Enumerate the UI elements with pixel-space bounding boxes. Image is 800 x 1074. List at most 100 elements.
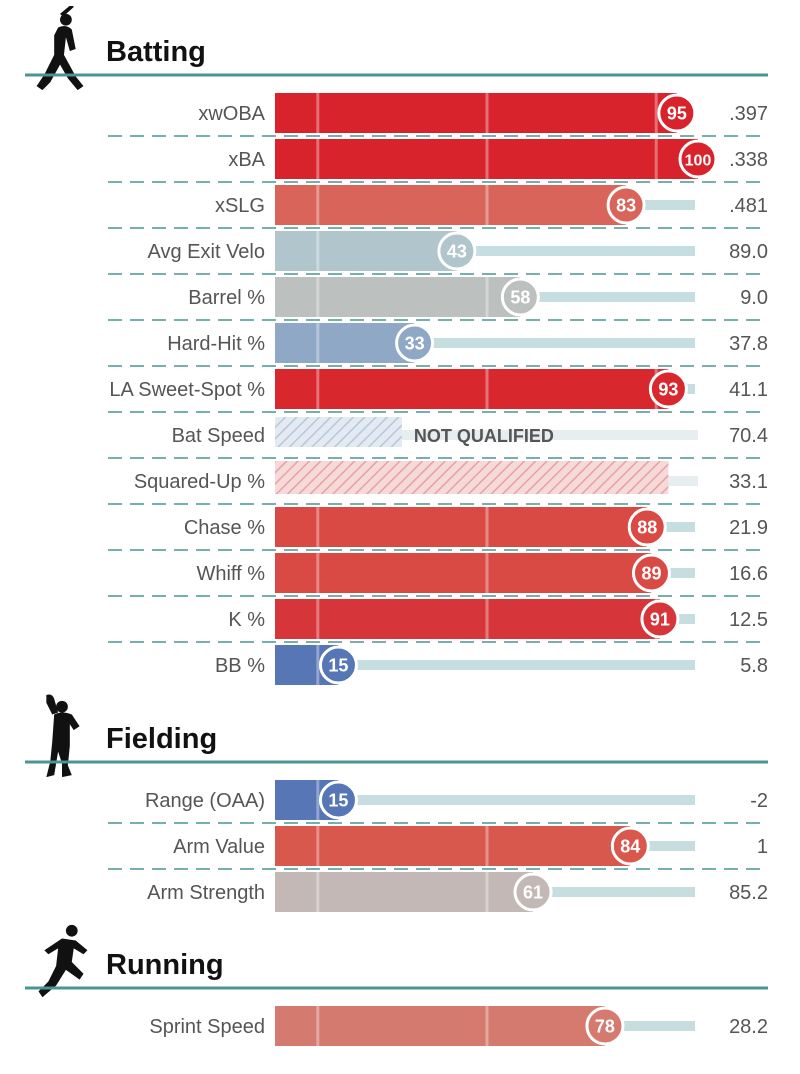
metric-value: .481 (729, 195, 768, 217)
track-end-mark (695, 338, 698, 348)
track-end-mark (695, 841, 698, 851)
metric-label: Barrel % (188, 287, 265, 309)
not-qualified-label: NOT QUALIFIED (414, 426, 554, 446)
percentile-label: 58 (510, 288, 530, 308)
percentile-label: 91 (650, 610, 670, 630)
percentile-track (520, 292, 698, 302)
percentile-bar (275, 553, 652, 593)
metric-value: 33.1 (729, 471, 768, 493)
percentile-bar (275, 93, 677, 133)
percentile-circle (606, 185, 646, 225)
metric-row: Barrel % 9.0 58 (108, 277, 768, 321)
percentile-circle (395, 323, 435, 363)
track-end-mark (695, 292, 698, 302)
percentile-bar (275, 1006, 605, 1046)
track-end-mark (695, 660, 698, 670)
metric-value: 37.8 (729, 333, 768, 355)
track-end-mark (695, 614, 698, 624)
track-end-mark (695, 522, 698, 532)
percentile-circle (657, 93, 697, 133)
percentile-label: 89 (641, 564, 661, 584)
grid-tick (316, 780, 320, 820)
grid-tick (485, 599, 489, 639)
percentile-bar (275, 277, 521, 317)
metric-value: 16.6 (729, 563, 768, 585)
track-end-mark (695, 384, 698, 394)
metric-value: 1 (757, 836, 768, 858)
metric-label: BB % (215, 655, 265, 677)
grid-tick (485, 507, 489, 547)
section-batting: Batting xwOBA .397 95 xBA .338 100 xSLG .481 83 Av… (25, 6, 768, 685)
percentile-label: 83 (616, 196, 636, 216)
metric-label: K % (228, 609, 265, 631)
grid-tick (316, 826, 320, 866)
percentile-label: 84 (620, 837, 640, 857)
runner-icon (38, 924, 88, 998)
metric-value: 41.1 (729, 379, 768, 401)
percentile-circle (437, 231, 477, 271)
metric-label: Avg Exit Velo (148, 241, 265, 263)
metric-label: Arm Strength (147, 882, 265, 904)
percentile-label: 15 (328, 656, 348, 676)
percentile-bar (275, 826, 631, 866)
metric-row: Range (OAA) -2 15 (108, 780, 768, 824)
percentile-label: 33 (405, 334, 425, 354)
metric-value: 89.0 (729, 241, 768, 263)
percentile-track (647, 522, 698, 532)
metric-label: Arm Value (173, 836, 265, 858)
grid-tick (316, 323, 320, 363)
grid-tick (485, 553, 489, 593)
section-running: Running Sprint Speed 28.2 78 (25, 924, 768, 1046)
metric-value: 85.2 (729, 882, 768, 904)
percentile-circle (318, 645, 358, 685)
percentile-track (626, 200, 698, 210)
metric-row: LA Sweet-Spot % 41.1 93 (108, 369, 768, 413)
track-end-mark (695, 200, 698, 210)
grid-tick (485, 277, 489, 317)
percentile-circle (513, 872, 553, 912)
percentile-label: 100 (685, 153, 712, 170)
percentile-bar (275, 369, 669, 409)
metric-value: .338 (729, 149, 768, 171)
grid-tick (316, 507, 320, 547)
percentile-label: 15 (328, 791, 348, 811)
percentile-circle (627, 507, 667, 547)
percentile-track (338, 795, 698, 805)
grid-tick (316, 93, 320, 133)
metric-label: Hard-Hit % (167, 333, 265, 355)
percentile-circle (610, 826, 650, 866)
metric-row: Bat Speed 70.4 NOT QUALIFIED (108, 417, 768, 459)
metric-row: Arm Value 1 84 (108, 826, 768, 870)
metric-row: Arm Strength 85.2 61 (147, 872, 768, 912)
percentile-track (275, 430, 698, 440)
track-end-mark (695, 1021, 698, 1031)
metric-row: xSLG .481 83 (108, 185, 768, 229)
grid-tick (485, 826, 489, 866)
percentile-track (533, 887, 698, 897)
track-end-mark (695, 108, 698, 118)
grid-tick (316, 645, 320, 685)
metric-label: xwOBA (198, 103, 265, 125)
grid-tick (316, 185, 320, 225)
percentile-bar (275, 507, 648, 547)
percentile-track (456, 246, 698, 256)
metric-label: LA Sweet-Spot % (109, 379, 265, 401)
metric-row: Squared-Up % 33.1 (108, 461, 768, 505)
metric-value: 70.4 (729, 425, 768, 447)
percentile-bar (275, 139, 698, 179)
metric-row: Sprint Speed 28.2 78 (149, 1006, 768, 1046)
grid-tick (485, 139, 489, 179)
hatched-bar (275, 461, 669, 494)
percentile-circle (631, 553, 671, 593)
fielder-icon (46, 694, 80, 778)
track-end-mark (695, 246, 698, 256)
section-title: Fielding (106, 723, 217, 755)
percentile-track (651, 568, 698, 578)
grid-tick (316, 872, 320, 912)
track-end-mark (695, 568, 698, 578)
percentile-label: 95 (667, 104, 687, 124)
percentile-circle (678, 139, 718, 179)
percentile-label: 88 (637, 518, 657, 538)
metric-label: Sprint Speed (149, 1016, 265, 1038)
metric-row: BB % 5.8 15 (215, 645, 768, 685)
